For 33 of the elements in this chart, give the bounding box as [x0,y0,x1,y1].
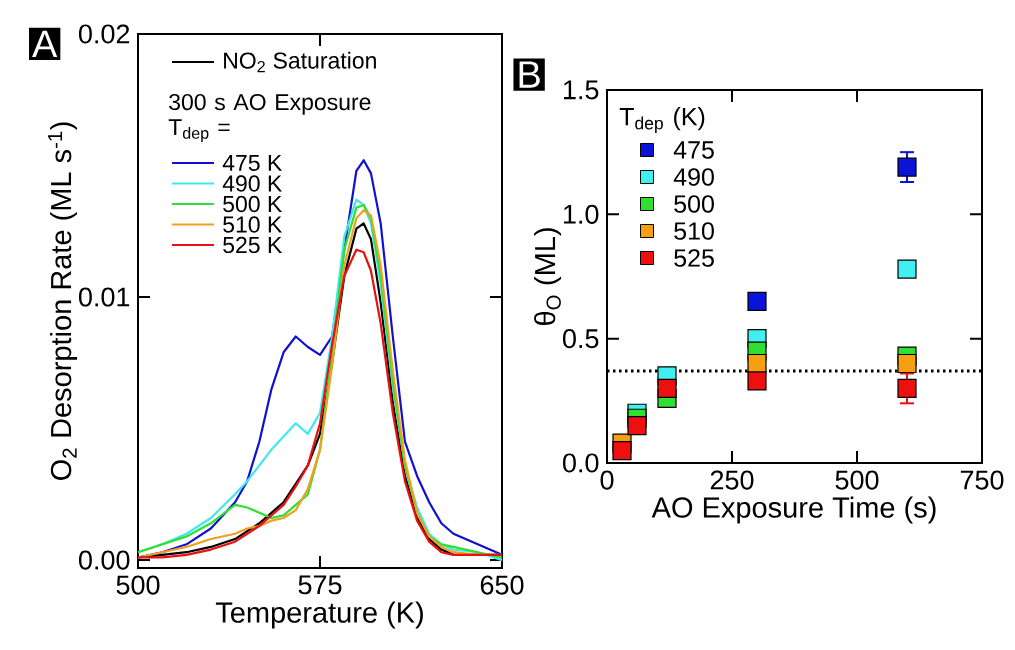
legend-label: 475 K [222,154,283,172]
legend-label: NO$_{2}$ Saturation [224,51,376,73]
y-tick-label: 0.01 [78,287,130,307]
chart-title: A [32,30,58,57]
x-axis-title: AO Exposure Time (s) [651,496,936,524]
legend-label: 525 [674,249,714,267]
x-tick-label: 500 [116,575,160,595]
y-tick-label: 1.0 [563,204,599,224]
x-tick-label: 575 [298,575,342,595]
legend-title: 300 s AO Exposure T$_{dep}$ = [168,93,371,143]
x-tick-label: 0 [600,470,614,490]
y-tick-label: 0.0 [562,453,599,473]
chart-title: B [519,61,540,88]
legend-label: 510 [674,222,714,240]
x-tick-label: 500 [835,470,879,490]
legend-label: 500 [674,195,714,213]
x-tick-label: 650 [480,575,524,595]
x-tick-label: 250 [710,470,754,490]
legend-label: 500 K [223,195,283,213]
y-tick-label: 1.5 [563,80,599,100]
legend-label: 475 [673,141,714,159]
y-axis-title: θ$_{O}$ (ML) [534,228,562,326]
legend-label: 490 K [222,175,283,192]
legend-label: 510 K [223,216,283,233]
y-tick-label: 0.5 [562,329,599,349]
x-axis-title: Temperature (K) [215,601,423,629]
legend-label: 490 [673,168,714,186]
y-axis-title: O$_{2}$ Desorption Rate (ML s$^{-1}$) [48,122,78,480]
legend-label: 525 K [223,236,283,254]
legend-title: T$_{dep}$ (K) [619,107,705,133]
y-tick-label: 0.00 [78,550,130,570]
y-tick-label: 0.02 [78,24,130,44]
x-tick-label: 750 [960,470,1004,490]
